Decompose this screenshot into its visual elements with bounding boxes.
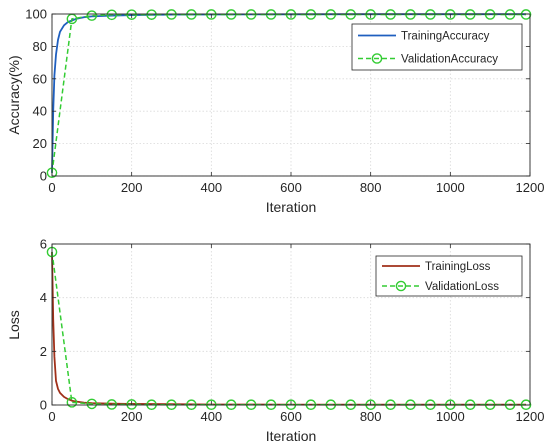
accuracy-series-1-marker [445,9,456,20]
accuracy-series-1-marker [186,9,197,20]
accuracy-xtick-label: 200 [121,180,143,195]
loss-ytick-label: 2 [40,344,47,359]
loss-ytick-label: 6 [40,237,47,252]
accuracy-legend-marker-1 [371,53,383,64]
accuracy-series-1-marker [345,9,357,20]
accuracy-ytick-label: 0 [40,169,47,184]
accuracy-series-1-marker [245,9,257,20]
accuracy-series-1-marker [385,9,396,20]
accuracy-xtick-label: 800 [360,180,382,195]
loss-legend-marker-1 [395,280,407,292]
loss-series-1-marker [86,398,98,410]
loss-chart: 0 200 400 600 800 1000 1200 0 2 4 6 Iteration Loss Tr… [6,237,544,445]
accuracy-chart: 0 200 400 600 800 1000 1200 0 20 40 60 80 100 Iterati… [6,7,544,216]
accuracy-series-1-marker [225,9,237,20]
loss-ytick-label: 4 [40,290,47,305]
accuracy-series-1-marker [305,9,317,20]
accuracy-ylabel: Accuracy(%) [6,55,22,134]
accuracy-xlabel: Iteration [266,199,317,215]
accuracy-series-1-marker [504,9,516,20]
accuracy-series-1-marker [146,9,157,20]
accuracy-legend-label-1: ValidationAccuracy [401,54,498,66]
accuracy-series-1-marker [520,9,532,20]
accuracy-ytick-label: 80 [33,39,47,54]
accuracy-series-1-marker [425,9,436,20]
loss-xtick-label: 1200 [516,409,545,424]
accuracy-series-1-marker [166,9,177,20]
loss-xtick-label: 0 [48,409,55,424]
accuracy-xtick-label: 0 [48,180,55,195]
loss-legend-label-1: ValidationLoss [425,281,499,293]
loss-xtick-label: 200 [121,409,143,424]
accuracy-series-1-marker [325,9,337,20]
accuracy-ytick-label: 60 [33,71,47,86]
accuracy-xtick-label: 1200 [516,180,545,195]
accuracy-series-1-marker [405,9,416,20]
accuracy-ytick-label: 100 [25,7,47,22]
accuracy-series-1-marker [206,9,217,20]
loss-legend: TrainingLoss ValidationLoss [375,255,523,297]
accuracy-series-1-marker [106,9,118,21]
loss-ytick-label: 0 [40,398,47,413]
accuracy-xtick-label: 1000 [436,180,465,195]
accuracy-series-1-marker [365,9,376,20]
accuracy-series-1-marker [126,9,137,20]
accuracy-series-1-marker [265,9,277,20]
accuracy-series-1-marker [86,10,98,21]
loss-xtick-label: 800 [360,409,382,424]
loss-xtick-label: 1000 [436,409,465,424]
accuracy-series-1-marker [484,9,496,20]
loss-xtick-label: 600 [280,409,302,424]
accuracy-xtick-label: 600 [280,180,302,195]
loss-series-1-marker [106,399,118,410]
loss-legend-label-0: TrainingLoss [425,261,491,273]
accuracy-xtick-label: 400 [200,180,222,195]
loss-legend-box [375,255,523,297]
loss-xlabel: Iteration [266,428,317,444]
accuracy-legend-label-0: TrainingAccuracy [401,31,490,43]
loss-series-1-marker [66,397,78,408]
accuracy-series-1-marker [464,9,476,20]
loss-xtick-label: 400 [200,409,222,424]
accuracy-legend: TrainingAccuracy ValidationAccuracy [351,23,523,71]
accuracy-series-1-marker [285,9,297,20]
accuracy-ytick-label: 20 [33,136,47,151]
loss-series-1-marker [126,399,137,410]
accuracy-ytick-label: 40 [33,104,47,119]
loss-ylabel: Loss [6,310,22,340]
